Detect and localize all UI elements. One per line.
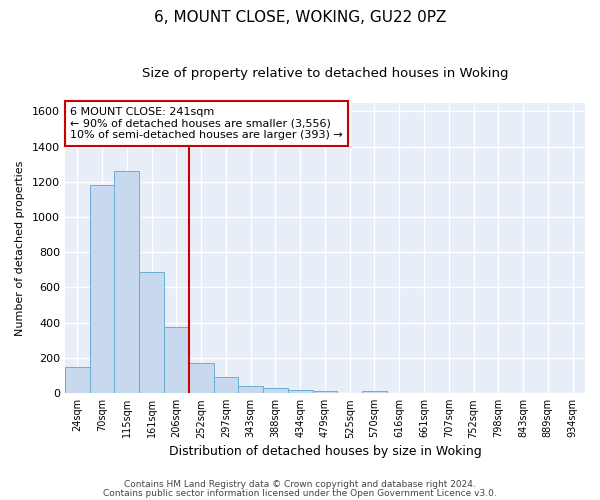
Bar <box>263 388 288 393</box>
Bar <box>115 171 139 393</box>
Bar <box>189 363 214 393</box>
Bar <box>238 386 263 393</box>
Text: Contains public sector information licensed under the Open Government Licence v3: Contains public sector information licen… <box>103 488 497 498</box>
Bar <box>164 327 189 393</box>
Title: Size of property relative to detached houses in Woking: Size of property relative to detached ho… <box>142 68 508 80</box>
Bar <box>362 390 387 393</box>
Text: 6 MOUNT CLOSE: 241sqm
← 90% of detached houses are smaller (3,556)
10% of semi-d: 6 MOUNT CLOSE: 241sqm ← 90% of detached … <box>70 107 343 140</box>
Bar <box>288 390 313 393</box>
Bar <box>65 367 89 393</box>
Bar <box>139 272 164 393</box>
Bar <box>313 390 337 393</box>
Bar <box>89 186 115 393</box>
Text: 6, MOUNT CLOSE, WOKING, GU22 0PZ: 6, MOUNT CLOSE, WOKING, GU22 0PZ <box>154 10 446 25</box>
Text: Contains HM Land Registry data © Crown copyright and database right 2024.: Contains HM Land Registry data © Crown c… <box>124 480 476 489</box>
Y-axis label: Number of detached properties: Number of detached properties <box>15 160 25 336</box>
Bar <box>214 378 238 393</box>
X-axis label: Distribution of detached houses by size in Woking: Distribution of detached houses by size … <box>169 444 481 458</box>
